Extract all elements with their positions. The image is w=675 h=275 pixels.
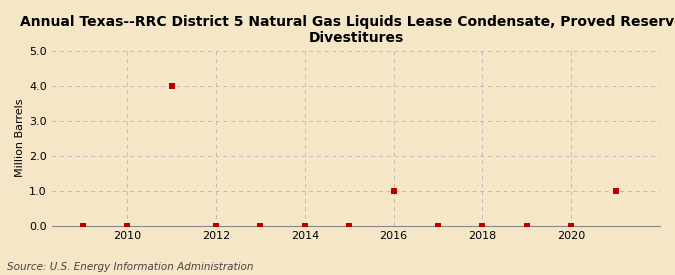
Point [566, 224, 576, 228]
Point [255, 224, 266, 228]
Point [433, 224, 443, 228]
Point [78, 224, 88, 228]
Y-axis label: Million Barrels: Million Barrels [15, 99, 25, 177]
Point [122, 224, 133, 228]
Text: Source: U.S. Energy Information Administration: Source: U.S. Energy Information Administ… [7, 262, 253, 272]
Point [388, 189, 399, 193]
Point [521, 224, 532, 228]
Point [211, 224, 221, 228]
Point [166, 83, 177, 88]
Point [300, 224, 310, 228]
Point [344, 224, 354, 228]
Point [610, 189, 621, 193]
Title: Annual Texas--RRC District 5 Natural Gas Liquids Lease Condensate, Proved Reserv: Annual Texas--RRC District 5 Natural Gas… [20, 15, 675, 45]
Point [477, 224, 488, 228]
